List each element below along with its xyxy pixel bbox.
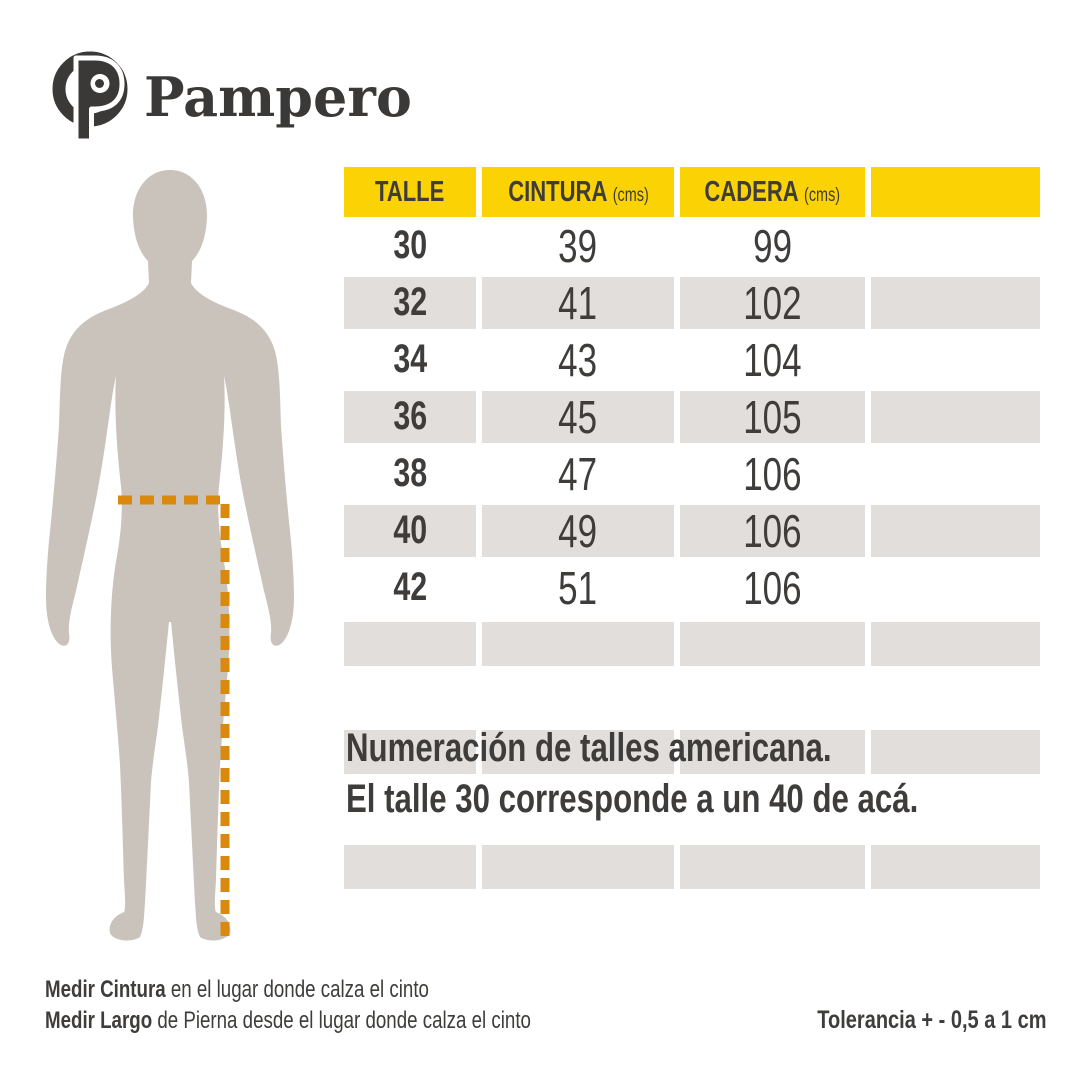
cell-cadera: 106 [680,502,865,559]
cell-cadera: 106 [743,561,802,614]
sizing-note: Numeración de talles americana. El talle… [346,723,1080,825]
cell-talle: 34 [393,337,427,381]
silhouette-shape [46,170,294,941]
measure-largo-note: Medir Largo de Pierna desde el lugar don… [45,1007,531,1034]
cell-cintura: 51 [558,561,598,614]
header-cell-talle: TALLE [344,167,476,217]
cell-empty [871,445,1040,502]
sizing-note-line2: El talle 30 corresponde a un 40 de acá. [346,777,919,821]
cell-talle: 36 [344,388,476,445]
cell-talle: 38 [393,451,427,495]
cell-empty [871,388,1040,445]
measure-cintura-note: Medir Cintura en el lugar donde calza el… [45,976,429,1003]
cell-cintura: 39 [558,219,598,272]
size-table: TALLE CINTURA (cms) CADERA (cms) 30 39 99 … [344,167,1044,889]
header-cell-cadera: CADERA (cms) [680,167,865,217]
cell-cadera: 104 [743,333,802,386]
tolerance-note: Tolerancia + - 0,5 a 1 cm [816,1006,1046,1034]
cell-cadera: 99 [753,219,792,272]
sizing-note-line1: Numeración de talles americana. [346,726,832,770]
brand-wordmark: Pampero [144,65,412,129]
cell-talle: 30 [393,223,427,267]
cell-cintura: 43 [558,333,598,386]
body-silhouette [46,170,294,942]
cell-talle: 32 [344,274,476,331]
header-cell-cintura: CINTURA (cms) [482,167,674,217]
cell-cadera: 105 [680,388,865,445]
cell-cintura: 41 [482,274,674,331]
pampero-logo-icon [52,51,128,143]
cell-empty [871,217,1040,274]
cell-empty [871,331,1040,388]
measuring-instructions: Medir Cintura en el lugar donde calza el… [45,974,1080,1036]
cell-empty [871,274,1040,331]
cell-talle: 40 [344,502,476,559]
cell-cintura: 49 [482,502,674,559]
cell-empty [871,502,1040,559]
cell-cintura: 47 [558,447,598,500]
cell-cadera: 102 [680,274,865,331]
cell-cintura: 45 [482,388,674,445]
cell-talle: 42 [393,565,427,609]
cell-empty [871,559,1040,616]
brand-header: Pampero [52,48,412,143]
header-cell-empty [871,167,1040,217]
cell-cadera: 106 [743,447,802,500]
